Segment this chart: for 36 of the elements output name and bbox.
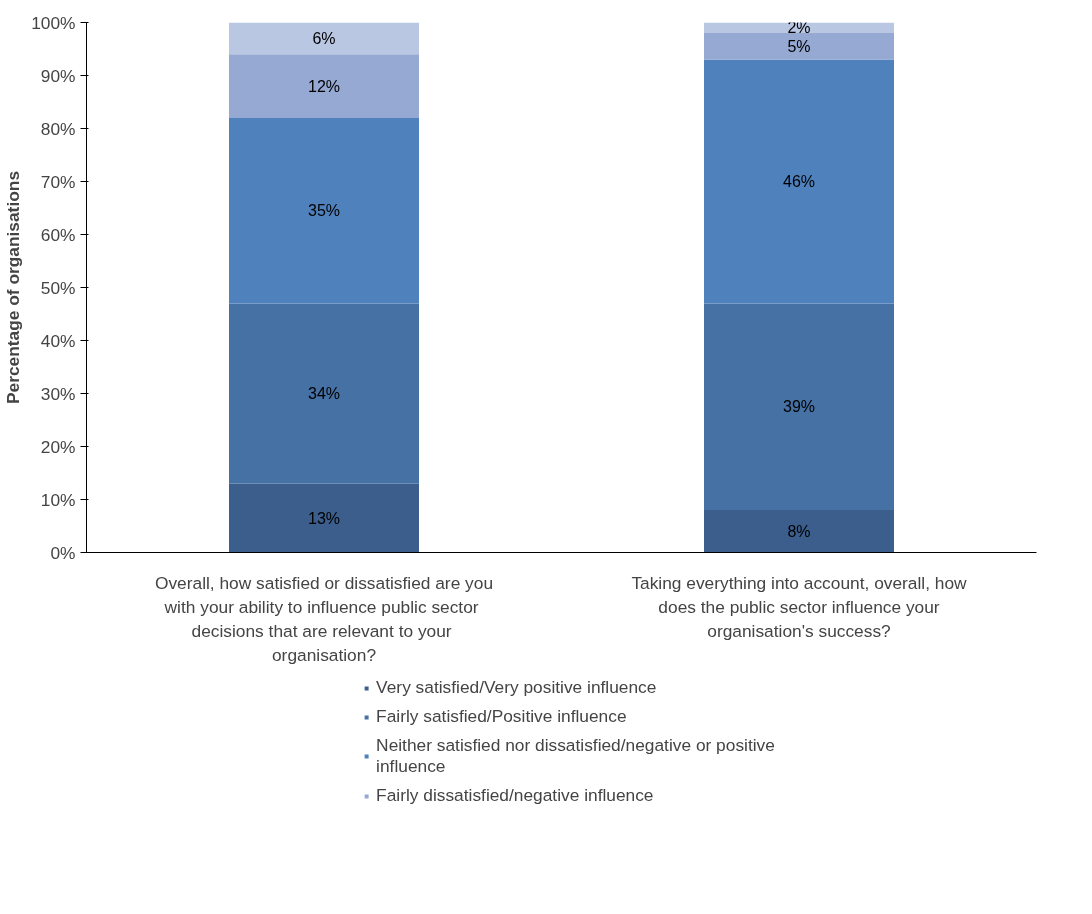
bar: [704, 510, 894, 553]
data-label: 35%: [307, 202, 341, 220]
y-tick-label: 50%: [40, 277, 76, 298]
data-label: 8%: [787, 522, 811, 540]
bar: [704, 303, 894, 511]
x-tick-label: Taking everything into account, overall, how does the public sector influence your organisation's success?: [631, 572, 968, 641]
data-label: 12%: [307, 77, 341, 95]
bar: [704, 33, 894, 60]
legend-label: Very satisfied/Very positive influence: [376, 677, 657, 698]
y-tick-label: 20%: [40, 436, 76, 457]
bar: [704, 59, 894, 304]
legend-label: Neither satisfied nor dissatisfied/negative or positive influence: [376, 735, 775, 777]
y-tick-label: 70%: [40, 171, 76, 192]
y-tick-label: 60%: [40, 224, 76, 245]
y-tick-label: 80%: [40, 118, 76, 139]
bar: [229, 483, 419, 553]
legend-label: Fairly satisfied/Positive influence: [376, 706, 627, 727]
legend-label: Fairly dissatisfied/negative influence: [376, 785, 654, 806]
y-tick-label: 90%: [40, 65, 76, 86]
data-label: 34%: [307, 385, 341, 402]
data-label: 39%: [782, 398, 816, 416]
bar: [229, 22, 419, 55]
data-label: 46%: [782, 173, 816, 190]
bar: [229, 117, 419, 304]
y-tick-label: 100%: [31, 12, 76, 33]
data-label: 13%: [307, 509, 341, 527]
data-label: 5%: [787, 37, 811, 55]
data-label: 6%: [312, 29, 336, 47]
x-tick-label: Overall, how satisfied or dissatisfied are you with your ability to influence public sector decisions that are relevant to your organisation?: [154, 572, 494, 665]
bar: [229, 303, 419, 484]
y-tick-label: 10%: [40, 489, 76, 510]
y-tick-label: 30%: [40, 383, 76, 404]
bar: [229, 54, 419, 118]
y-axis-title: Percentage of organisations: [3, 170, 24, 405]
y-tick-label: 0%: [50, 542, 76, 563]
y-tick-label: 40%: [40, 330, 76, 351]
